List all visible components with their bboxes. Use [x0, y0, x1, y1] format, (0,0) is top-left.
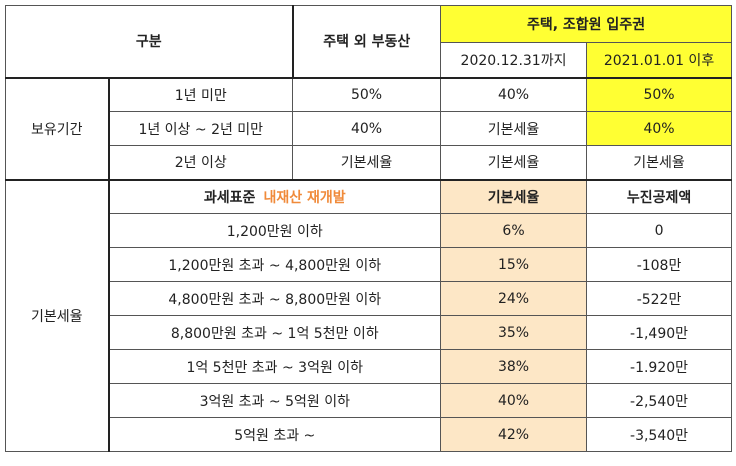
holding-row: 1년 이상 ~ 2년 미만 40% 기본세율 40% — [6, 111, 733, 146]
header-after-date: 2021.01.01 이후 — [586, 42, 733, 79]
holding-until-cell: 40% — [440, 77, 588, 112]
header-until-date: 2020.12.31까지 — [440, 42, 588, 79]
header-non-housing: 주택 외 부동산 — [292, 5, 442, 79]
header-housing-group: 주택, 조합원 입주권 — [440, 5, 733, 43]
holding-after-cell: 50% — [586, 77, 733, 112]
watermark-text: 내재산 재개발 — [263, 189, 346, 206]
holding-until-cell: 기본세율 — [440, 111, 588, 146]
bracket-cell: 4,800만원 초과 ~ 8,800만원 이하 — [107, 281, 442, 316]
bracket-cell: 1억 5천만 초과 ~ 3억원 이하 — [107, 349, 442, 384]
rate-cell: 40% — [440, 383, 588, 418]
holding-non-housing-cell: 기본세율 — [292, 145, 442, 181]
basic-rate-header-row: 기본세율 과세표준 내재산 재개발 기본세율 누진공제액 — [5, 179, 733, 452]
holding-non-housing-cell: 40% — [292, 111, 442, 146]
deduction-cell: 0 — [586, 213, 733, 248]
rate-header: 기본세율 — [440, 179, 588, 214]
deduction-cell: -3,540만 — [586, 417, 733, 452]
holding-period-cell: 2년 이상 — [107, 145, 294, 181]
holding-period-cell: 1년 이상 ~ 2년 미만 — [107, 111, 294, 146]
bracket-cell: 3억원 초과 ~ 5억원 이하 — [107, 383, 442, 418]
rate-cell: 42% — [440, 417, 588, 452]
bracket-cell: 1,200만원 초과 ~ 4,800만원 이하 — [107, 247, 442, 282]
holding-after-cell: 40% — [586, 111, 733, 146]
deduction-cell: -522만 — [586, 281, 733, 316]
deduction-cell: -1.920만 — [586, 349, 733, 384]
header-category: 구분 — [4, 5, 294, 79]
holding-after-cell: 기본세율 — [586, 145, 733, 181]
rate-cell: 35% — [440, 315, 588, 350]
holding-row: 보유기간 1년 미만 50% 40% 50% — [5, 77, 733, 181]
bracket-row: 1,200만원 초과 ~ 4,800만원 이하 15% -108만 — [6, 247, 733, 282]
deduction-header: 누진공제액 — [586, 179, 733, 214]
rate-cell: 24% — [440, 281, 588, 316]
rate-cell: 6% — [440, 213, 588, 248]
holding-until-cell: 기본세율 — [440, 145, 588, 181]
tax-base-title: 과세표준 — [203, 189, 256, 206]
bracket-row: 3억원 초과 ~ 5억원 이하 40% -2,540만 — [6, 383, 733, 418]
basic-rate-label: 기본세율 — [5, 179, 110, 452]
tax-rate-table: 구분 주택 외 부동산 주택, 조합원 입주권 2020.12.31까지 202… — [4, 5, 733, 452]
bracket-cell: 8,800만원 초과 ~ 1억 5천만 이하 — [107, 315, 442, 350]
rate-cell: 38% — [440, 349, 588, 384]
header-row-1: 구분 주택 외 부동산 주택, 조합원 입주권 — [4, 5, 733, 79]
deduction-cell: -1,490만 — [586, 315, 733, 350]
holding-non-housing-cell: 50% — [292, 77, 442, 112]
tax-base-header: 과세표준 내재산 재개발 — [107, 179, 442, 214]
bracket-row: 8,800만원 초과 ~ 1억 5천만 이하 35% -1,490만 — [6, 315, 733, 350]
bracket-cell: 1,200만원 이하 — [107, 213, 442, 248]
bracket-row: 5억원 초과 ~ 42% -3,540만 — [6, 417, 733, 452]
holding-period-cell: 1년 미만 — [107, 77, 294, 112]
bracket-cell: 5억원 초과 ~ — [107, 417, 442, 452]
rate-cell: 15% — [440, 247, 588, 282]
bracket-row: 1,200만원 이하 6% 0 — [6, 213, 733, 248]
bracket-row: 1억 5천만 초과 ~ 3억원 이하 38% -1.920만 — [6, 349, 733, 384]
holding-period-label: 보유기간 — [5, 77, 110, 181]
deduction-cell: -108만 — [586, 247, 733, 282]
header-row-2: 2020.12.31까지 2021.01.01 이후 — [6, 42, 733, 79]
bracket-row: 4,800만원 초과 ~ 8,800만원 이하 24% -522만 — [6, 281, 733, 316]
deduction-cell: -2,540만 — [586, 383, 733, 418]
holding-row: 2년 이상 기본세율 기본세율 기본세율 — [6, 145, 733, 181]
